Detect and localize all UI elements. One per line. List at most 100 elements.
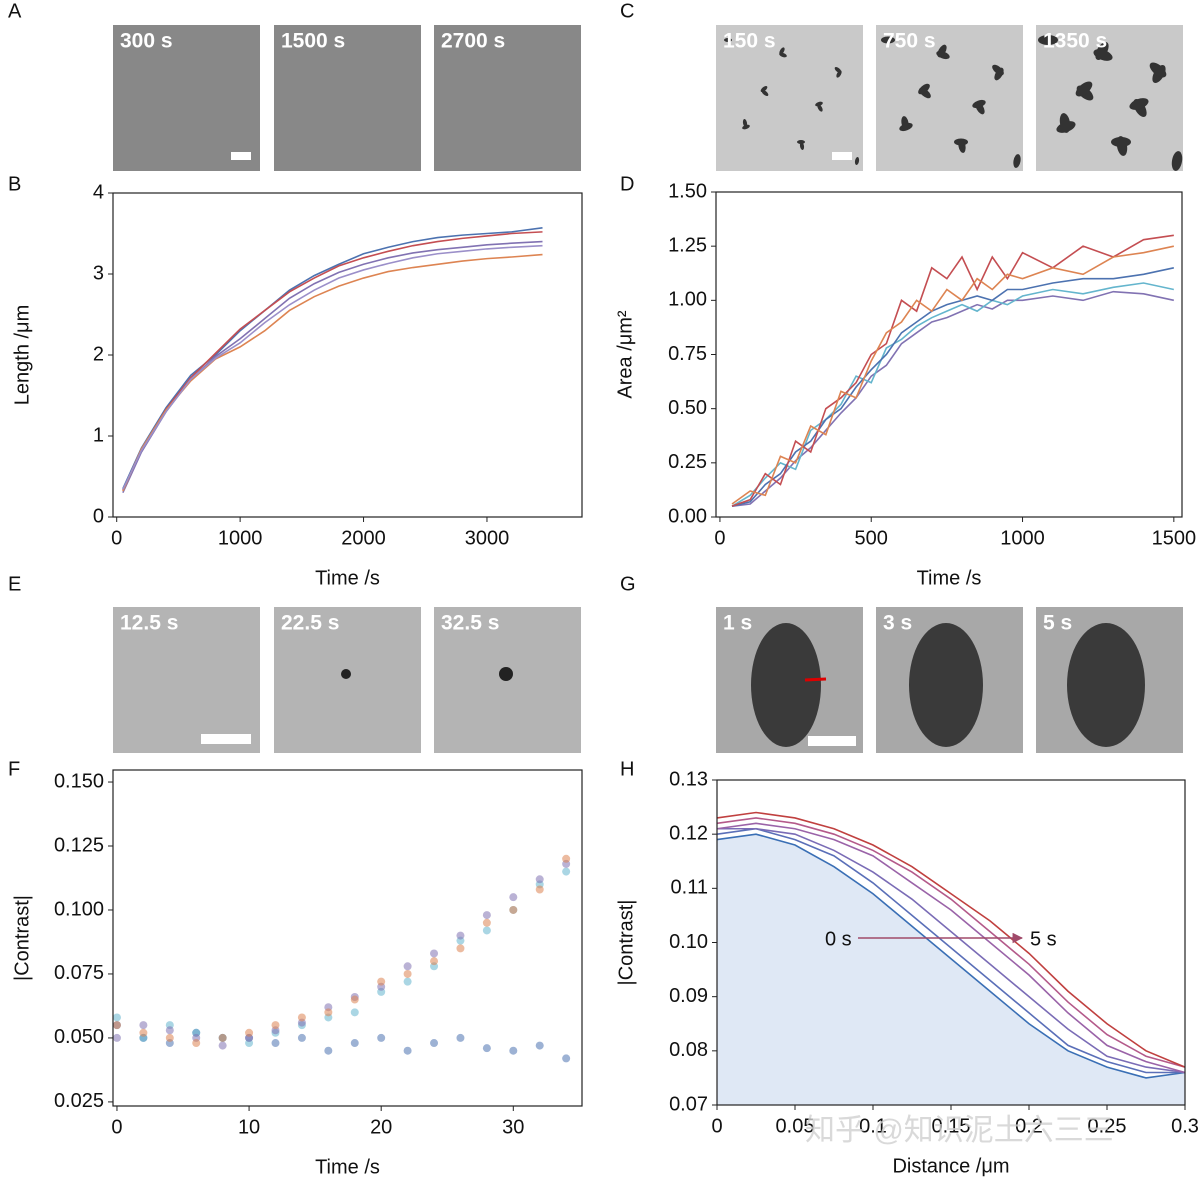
data-point	[509, 1046, 518, 1055]
data-line	[716, 811, 1186, 1068]
cell	[901, 116, 909, 130]
time-label: 1350 s	[1043, 30, 1107, 53]
cell	[1038, 35, 1058, 45]
data-point	[430, 949, 439, 958]
red-arrow	[804, 677, 827, 682]
y-tick-label: 3	[93, 262, 104, 284]
time-label: 300 s	[120, 30, 173, 53]
panel-letter: H	[620, 758, 634, 780]
cell	[724, 38, 732, 42]
cell	[954, 138, 968, 146]
x-axis-label: Time /s	[315, 1156, 380, 1178]
panel-letter: E	[8, 573, 21, 595]
data-point	[139, 1021, 148, 1030]
micrograph	[113, 25, 260, 171]
cell	[1171, 151, 1183, 171]
y-tick-label: 0.07	[669, 1093, 708, 1115]
data-point	[112, 1013, 121, 1022]
cell	[815, 101, 823, 107]
cell	[1013, 154, 1021, 168]
data-point	[112, 1021, 121, 1030]
y-tick-label: 2	[93, 343, 104, 365]
data-point	[509, 905, 518, 914]
x-tick-label: 3000	[465, 527, 510, 549]
y-tick-label: 0.25	[668, 451, 707, 473]
x-tick-label: 0.25	[1088, 1115, 1127, 1137]
y-tick-label: 0.125	[54, 834, 104, 856]
data-point	[192, 1039, 201, 1048]
x-tick-label: 30	[502, 1116, 524, 1138]
y-tick-label: 0.75	[668, 343, 707, 365]
data-point	[218, 1033, 227, 1042]
cell	[1075, 81, 1093, 97]
y-tick-label: 0.09	[669, 985, 708, 1007]
scale-bar	[808, 736, 856, 746]
data-point	[271, 1021, 280, 1030]
data-point	[245, 1028, 254, 1037]
time-label: 1500 s	[281, 30, 345, 53]
micrograph	[434, 25, 581, 171]
data-line	[731, 290, 1174, 507]
cell	[1059, 113, 1071, 133]
x-axis-label: Distance /μm	[892, 1155, 1009, 1177]
x-tick-label: 0	[711, 1115, 722, 1137]
y-tick-label: 1.00	[668, 289, 707, 311]
plot	[731, 234, 1174, 507]
micrograph	[274, 607, 421, 753]
data-point	[165, 1026, 174, 1035]
y-tick-label: 0.12	[669, 822, 708, 844]
micrograph	[1036, 25, 1183, 171]
data-point	[139, 1028, 148, 1037]
y-axis-label: Length /μm	[11, 305, 33, 405]
data-point	[350, 1008, 359, 1017]
micrograph	[876, 25, 1023, 171]
x-tick-label: 0.05	[776, 1115, 815, 1137]
data-line	[122, 231, 543, 491]
data-point	[112, 1033, 121, 1042]
scale-bar	[201, 734, 251, 744]
data-point	[456, 931, 465, 940]
data-point	[509, 893, 518, 902]
y-axis-label: |Contrast|	[11, 895, 33, 981]
cell	[909, 623, 983, 747]
x-tick-label: 10	[238, 1116, 260, 1138]
data-point	[535, 885, 544, 894]
area	[717, 834, 1185, 1105]
data-line	[122, 227, 543, 489]
x-tick-label: 0	[111, 527, 122, 549]
y-tick-label: 0.075	[54, 962, 104, 984]
axes-frame	[112, 192, 583, 518]
y-tick-label: 0	[93, 505, 104, 527]
data-point	[562, 867, 571, 876]
cell	[817, 104, 823, 112]
y-tick-label: 4	[93, 181, 104, 203]
x-tick-label: 0.2	[1015, 1115, 1043, 1137]
data-point	[535, 1041, 544, 1050]
y-axis-label: Area /μm²	[614, 310, 636, 399]
cell	[797, 140, 805, 144]
time-label: 750 s	[883, 30, 936, 53]
y-tick-label: 0.11	[671, 877, 708, 899]
data-point	[430, 957, 439, 966]
y-axis-label: |Contrast|	[615, 900, 637, 986]
data-line	[731, 282, 1174, 507]
x-axis-label: Time /s	[315, 567, 380, 589]
y-tick-label: 1.50	[668, 180, 707, 202]
data-point	[350, 995, 359, 1004]
x-tick-label: 20	[370, 1116, 392, 1138]
plot	[716, 811, 1186, 1105]
data-point	[430, 1039, 439, 1048]
panel-letter: D	[620, 173, 634, 195]
panel-letter: B	[8, 173, 21, 195]
micrograph	[113, 607, 260, 753]
micrograph	[274, 25, 421, 171]
data-line	[717, 827, 1186, 1074]
x-tick-label: 1000	[1000, 527, 1045, 549]
x-axis-label: Time /s	[917, 567, 982, 589]
x-tick-label: 500	[855, 527, 888, 549]
time-label: 150 s	[723, 30, 776, 53]
x-tick-label: 0	[714, 527, 725, 549]
data-line	[122, 253, 543, 492]
axes-frame	[112, 769, 583, 1107]
